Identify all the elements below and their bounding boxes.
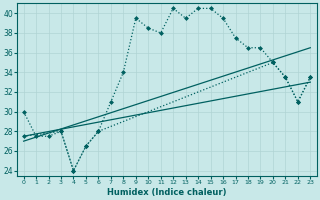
X-axis label: Humidex (Indice chaleur): Humidex (Indice chaleur)	[107, 188, 227, 197]
